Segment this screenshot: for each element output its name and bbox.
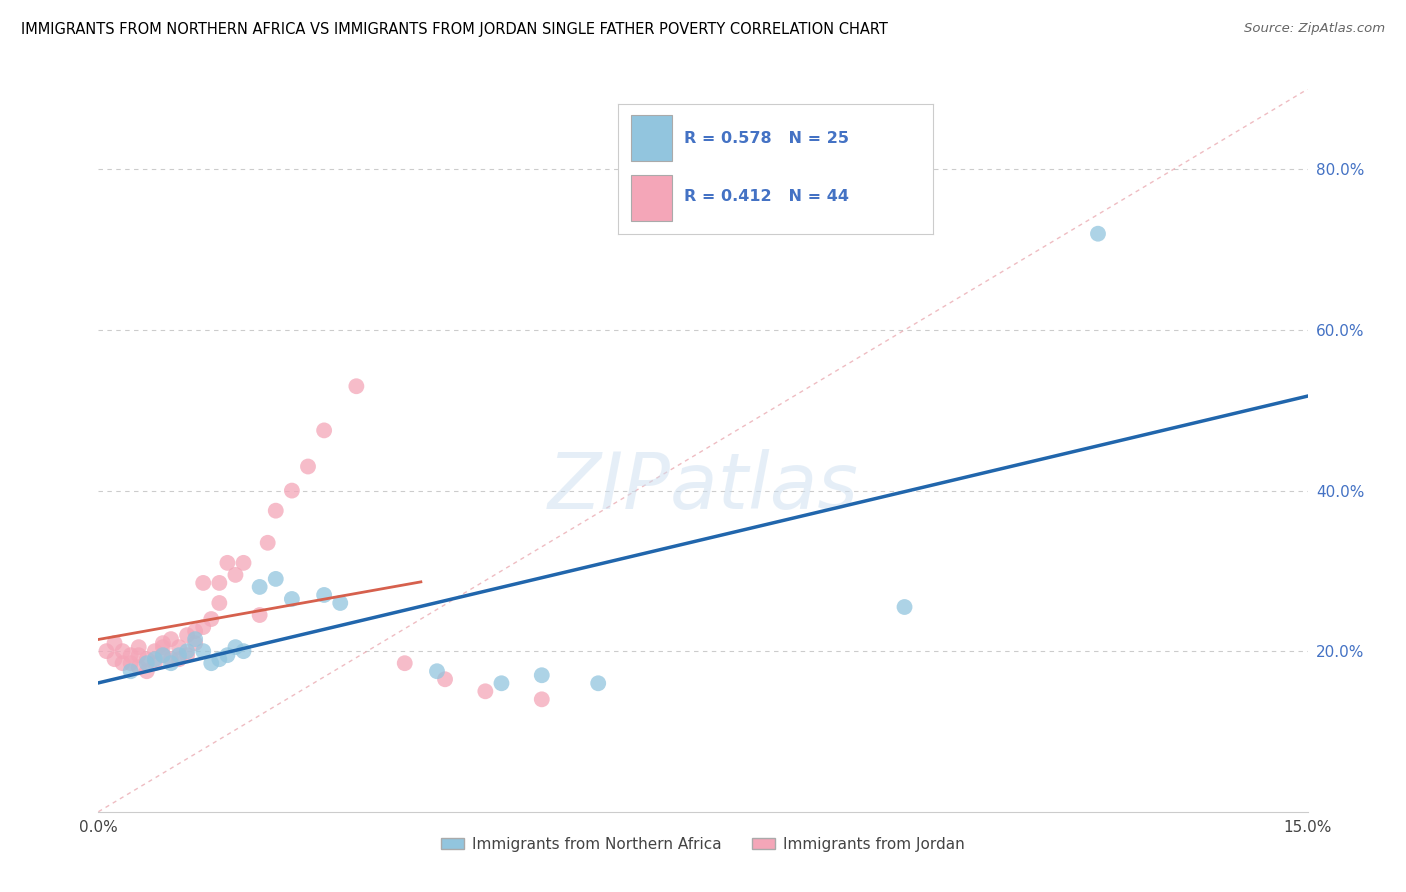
Point xyxy=(135,657,157,671)
Point xyxy=(143,652,166,666)
Point xyxy=(491,676,513,690)
Point xyxy=(152,636,174,650)
Point xyxy=(224,568,246,582)
Point xyxy=(128,648,150,662)
Point xyxy=(111,657,134,671)
Point xyxy=(135,664,157,679)
Point xyxy=(120,657,142,671)
Point xyxy=(103,636,125,650)
Point xyxy=(160,657,183,671)
Point xyxy=(1087,227,1109,241)
Point xyxy=(96,644,118,658)
Point xyxy=(264,503,287,517)
Point xyxy=(103,652,125,666)
Point xyxy=(120,664,142,679)
Point xyxy=(200,612,222,626)
Point xyxy=(426,664,449,679)
Point xyxy=(586,676,609,690)
Point xyxy=(160,652,183,666)
Point xyxy=(434,673,457,687)
Point xyxy=(249,580,271,594)
Point xyxy=(474,684,496,698)
Point xyxy=(176,648,198,662)
Point xyxy=(135,652,157,666)
Point xyxy=(193,620,215,634)
Point xyxy=(530,668,553,682)
Point xyxy=(208,576,231,591)
Point xyxy=(329,596,352,610)
Point xyxy=(394,657,416,671)
Point xyxy=(281,483,304,498)
Point xyxy=(193,576,215,591)
Point xyxy=(160,632,183,646)
Point xyxy=(128,660,150,674)
Point xyxy=(217,556,239,570)
Point xyxy=(184,636,207,650)
Text: ZIPatlas: ZIPatlas xyxy=(547,449,859,524)
Point xyxy=(184,632,207,646)
Point xyxy=(249,608,271,623)
Point xyxy=(176,644,198,658)
Legend: Immigrants from Northern Africa, Immigrants from Jordan: Immigrants from Northern Africa, Immigra… xyxy=(436,831,970,858)
Point xyxy=(314,424,336,438)
Point xyxy=(893,599,915,614)
Point xyxy=(167,640,190,655)
Point xyxy=(200,657,222,671)
Point xyxy=(281,592,304,607)
Point xyxy=(176,628,198,642)
Point xyxy=(128,640,150,655)
Point xyxy=(167,648,190,662)
Point xyxy=(224,640,246,655)
Point xyxy=(152,648,174,662)
Point xyxy=(264,572,287,586)
Point xyxy=(232,556,254,570)
Text: Source: ZipAtlas.com: Source: ZipAtlas.com xyxy=(1244,22,1385,36)
Point xyxy=(297,459,319,474)
Point xyxy=(256,535,278,549)
Point xyxy=(193,644,215,658)
Point xyxy=(530,692,553,706)
Point xyxy=(232,644,254,658)
Point xyxy=(314,588,336,602)
Point xyxy=(152,640,174,655)
Point xyxy=(143,657,166,671)
Point xyxy=(184,624,207,639)
Point xyxy=(217,648,239,662)
Text: IMMIGRANTS FROM NORTHERN AFRICA VS IMMIGRANTS FROM JORDAN SINGLE FATHER POVERTY : IMMIGRANTS FROM NORTHERN AFRICA VS IMMIG… xyxy=(21,22,889,37)
Point xyxy=(152,648,174,662)
Point xyxy=(143,644,166,658)
Point xyxy=(208,596,231,610)
Point xyxy=(167,652,190,666)
Point xyxy=(208,652,231,666)
Point xyxy=(344,379,367,393)
Point xyxy=(120,648,142,662)
Point xyxy=(111,644,134,658)
